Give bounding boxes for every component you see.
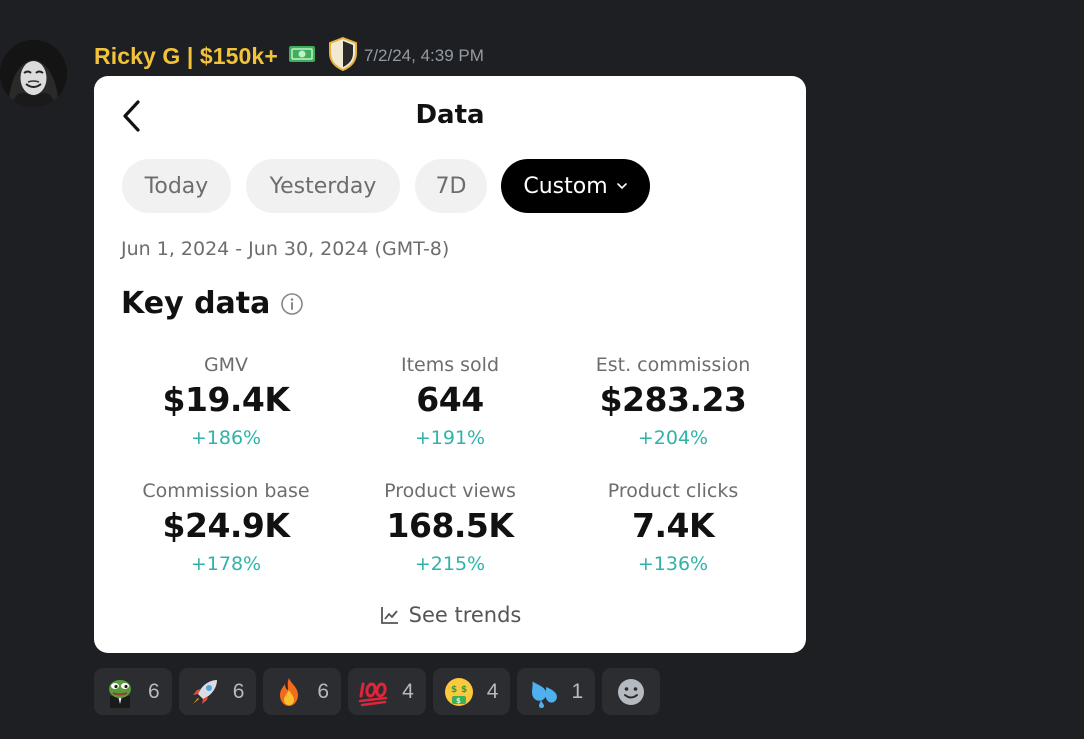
chevron-left-icon	[123, 100, 140, 132]
hundred-points-icon	[358, 676, 390, 708]
username[interactable]: Ricky G | $150k+	[94, 42, 278, 69]
reaction-count: 1	[571, 679, 584, 703]
tab-custom[interactable]: Custom	[501, 159, 650, 213]
message-header: Ricky G | $150k+ 7/2/24, 4:39 PM	[94, 36, 484, 76]
chevron-down-icon	[616, 183, 627, 190]
metric-label: GMV	[203, 354, 249, 376]
tab-label: Custom	[523, 173, 608, 199]
metric-label: Product views	[384, 480, 516, 502]
metric-commission-base[interactable]: Commission base $24.9K +178%	[111, 480, 341, 575]
tab-label: Yesterday	[269, 173, 377, 199]
reaction-count: 4	[402, 679, 414, 703]
metric-value: 7.4K	[631, 506, 715, 545]
line-chart-icon	[380, 607, 398, 624]
reaction-money-mouth[interactable]: $ $ $ 4	[432, 668, 511, 715]
reaction-sweat-droplets[interactable]: 1	[517, 668, 596, 715]
tab-label: 7D	[435, 173, 467, 199]
reaction-count: 6	[232, 679, 245, 703]
masked-avatar-icon	[0, 40, 67, 107]
metric-label: Est. commission	[595, 354, 751, 376]
svg-text:$: $	[451, 685, 457, 695]
metric-product-views[interactable]: Product views 168.5K +215%	[335, 480, 565, 575]
shield-icon	[328, 36, 358, 76]
date-range: Jun 1, 2024 - Jun 30, 2024 (GMT-8)	[121, 238, 450, 260]
metric-label: Product clicks	[607, 480, 739, 502]
reaction-rocket[interactable]: 6	[178, 668, 257, 715]
metric-change: +204%	[637, 427, 709, 449]
see-trends-label: See trends	[408, 603, 522, 627]
reaction-fire[interactable]: 6	[263, 668, 342, 715]
svg-text:$: $	[456, 697, 461, 705]
metric-change: +178%	[190, 553, 262, 575]
money-mouth-face-icon: $ $ $	[443, 676, 475, 708]
fire-icon	[273, 676, 305, 708]
data-card: Data Today Yesterday 7D Custom Jun 1, 20…	[94, 76, 806, 653]
metric-value: 644	[416, 380, 484, 419]
info-icon[interactable]	[280, 292, 304, 316]
reaction-100[interactable]: 4	[348, 668, 426, 715]
metric-change: +215%	[414, 553, 486, 575]
metric-value: 168.5K	[386, 506, 514, 545]
reaction-pepe[interactable]: 6	[94, 668, 172, 715]
reaction-count: 4	[486, 679, 499, 703]
metric-value: $19.4K	[162, 380, 290, 419]
section-title: Key data	[121, 286, 271, 321]
tab-yesterday[interactable]: Yesterday	[246, 159, 400, 213]
add-reaction-smiley-icon	[615, 676, 647, 708]
metric-label: Items sold	[400, 354, 500, 376]
tab-7d[interactable]: 7D	[415, 159, 487, 213]
reaction-count: 6	[148, 679, 160, 703]
metric-change: +191%	[414, 427, 486, 449]
tab-label: Today	[144, 173, 209, 199]
back-button[interactable]	[118, 98, 146, 134]
section-header: Key data	[121, 286, 304, 321]
page-title: Data	[415, 100, 485, 130]
metric-gmv[interactable]: GMV $19.4K +186%	[111, 354, 341, 449]
metric-est-commission[interactable]: Est. commission $283.23 +204%	[558, 354, 788, 449]
metric-items-sold[interactable]: Items sold 644 +191%	[335, 354, 565, 449]
sweat-droplets-icon	[527, 676, 559, 708]
money-bill-icon	[288, 43, 316, 70]
metric-change: +136%	[637, 553, 709, 575]
reactions-bar: 6 6 6	[94, 668, 667, 715]
pepe-suit-icon	[104, 676, 136, 708]
metric-value: $283.23	[599, 380, 747, 419]
metric-change: +186%	[190, 427, 262, 449]
message-timestamp: 7/2/24, 4:39 PM	[363, 46, 484, 65]
add-reaction-button[interactable]	[602, 668, 661, 715]
metric-label: Commission base	[142, 480, 310, 502]
metric-product-clicks[interactable]: Product clicks 7.4K +136%	[558, 480, 788, 575]
rocket-icon	[189, 676, 221, 708]
svg-text:$: $	[461, 685, 467, 695]
tab-today[interactable]: Today	[122, 159, 231, 213]
see-trends-link[interactable]: See trends	[94, 603, 806, 627]
reaction-count: 6	[317, 679, 330, 703]
metric-value: $24.9K	[162, 506, 290, 545]
avatar[interactable]	[0, 40, 67, 107]
